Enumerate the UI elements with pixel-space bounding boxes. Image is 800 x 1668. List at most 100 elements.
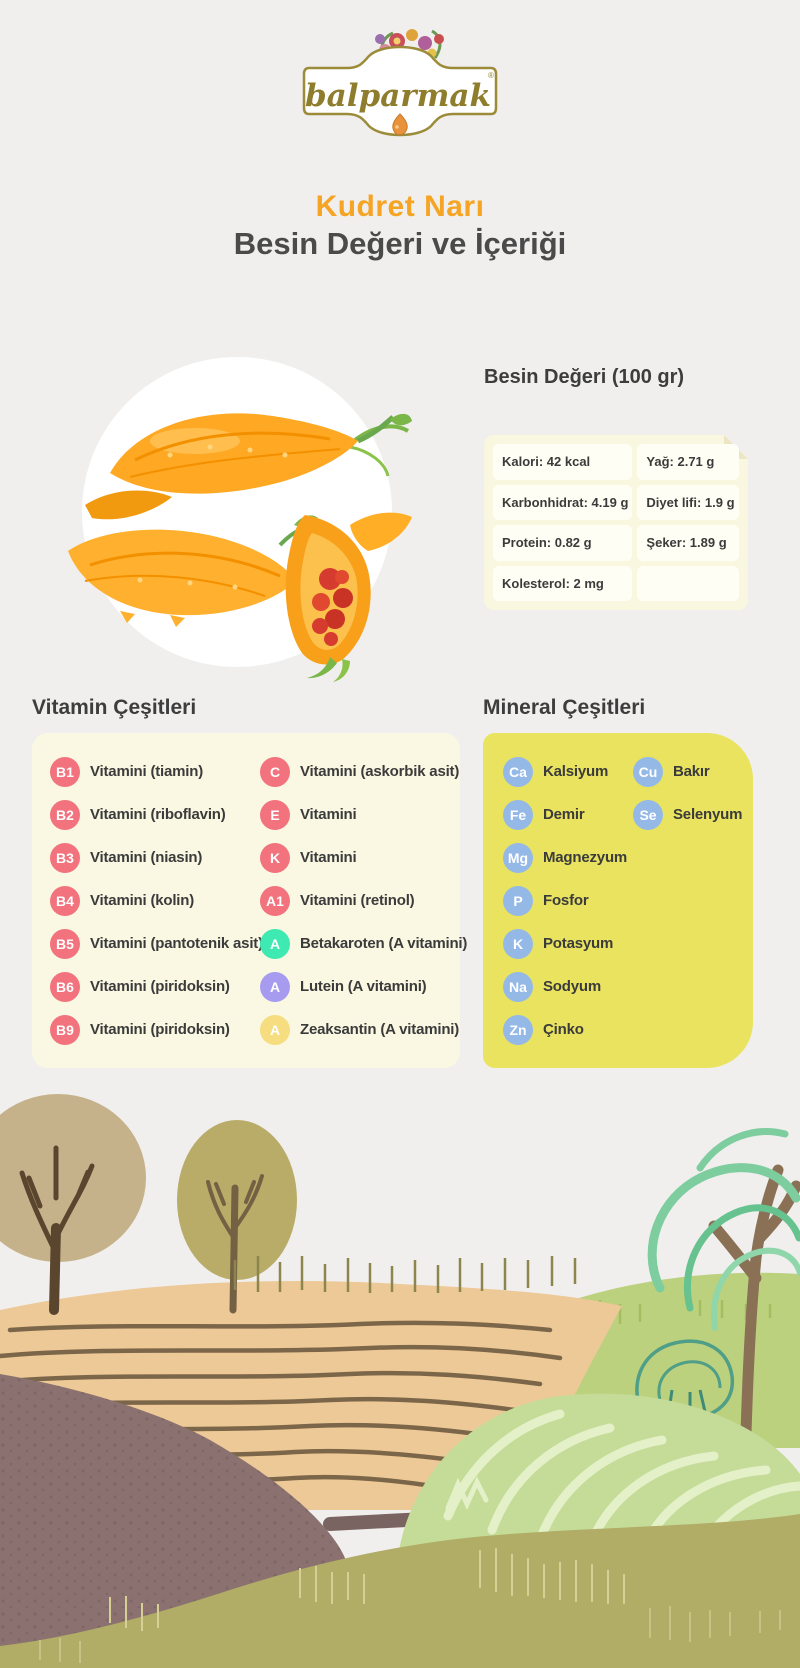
mineral-list-item: Cu Bakır [633, 750, 742, 793]
minerals-column-left: Ca Kalsiyum Fe Demir Mg Magnezyum P Fosf… [503, 750, 627, 1051]
vitamin-list-item: A Betakaroten (A vitamini) [260, 922, 467, 965]
mineral-list-item: Zn Çinko [503, 1008, 627, 1051]
vitamin-label: Betakaroten (A vitamini) [300, 935, 468, 952]
vitamin-list-item: B2 Vitamini (riboflavin) [50, 793, 263, 836]
vitamin-list-item: A Zeaksantin (A vitamini) [260, 1008, 467, 1051]
vitamin-badge: A [260, 928, 290, 959]
vitamin-badge: B9 [50, 1014, 80, 1045]
mineral-badge: K [503, 928, 533, 959]
vitamin-badge: B6 [50, 971, 80, 1002]
vitamin-label: Vitamini (pantotenik asit) [90, 935, 263, 952]
mineral-list-item: Fe Demir [503, 793, 627, 836]
tan-tree [0, 1094, 146, 1315]
vitamin-badge: B2 [50, 799, 80, 830]
mineral-list-item: K Potasyum [503, 922, 627, 965]
mineral-label: Fosfor [543, 892, 589, 909]
vitamin-label: Vitamini (retinol) [300, 892, 415, 909]
page-title: Kudret Narı [315, 190, 485, 223]
mineral-label: Çinko [543, 1021, 584, 1038]
nutrition-fact-cell: Kolesterol: 2 mg [493, 565, 633, 601]
vitamin-badge: E [260, 799, 290, 830]
mineral-list-item: Na Sodyum [503, 965, 627, 1008]
vitamin-badge: A [260, 971, 290, 1002]
registered-mark: ® [488, 71, 494, 80]
vitamin-list-item: B3 Vitamini (niasin) [50, 836, 263, 879]
vitamin-badge: C [260, 756, 290, 787]
logo-graphic: balparmak ® [302, 29, 498, 137]
vitamin-label: Vitamini (niasin) [90, 849, 203, 866]
vitamin-list-item: A1 Vitamini (retinol) [260, 879, 467, 922]
vitamins-heading: Vitamin Çeşitleri [32, 696, 197, 719]
vitamin-label: Vitamini [300, 806, 357, 823]
vitamin-list-item: B9 Vitamini (piridoksin) [50, 1008, 263, 1051]
balparmak-logo: balparmak ® [285, 26, 515, 144]
minerals-column-right: Cu Bakır Se Selenyum [633, 750, 742, 836]
vitamin-list-item: K Vitamini [260, 836, 467, 879]
vitamin-list-item: A Lutein (A vitamini) [260, 965, 467, 1008]
farm-landscape-illustration [0, 1094, 800, 1668]
mineral-badge: Ca [503, 756, 533, 787]
mineral-badge: Fe [503, 799, 533, 830]
nutrition-fact-cell: Kalori: 42 kcal [493, 444, 633, 480]
mineral-label: Demir [543, 806, 585, 823]
grass-meadow [0, 1514, 800, 1668]
mineral-badge: Se [633, 799, 663, 830]
vitamin-list-item: B4 Vitamini (kolin) [50, 879, 263, 922]
vitamins-column-right: C Vitamini (askorbik asit) E Vitamini K … [260, 750, 467, 1051]
bitter-melon-fruits-photo [68, 357, 412, 682]
grass-tufts [233, 1256, 577, 1293]
nutrition-fact-cell: Diyet lifi: 1.9 g [637, 484, 739, 520]
nutrition-fact-cell [637, 565, 739, 601]
vitamin-list-item: B5 Vitamini (pantotenik asit) [50, 922, 263, 965]
vitamin-label: Zeaksantin (A vitamini) [300, 1021, 460, 1038]
nutrition-fact-cell: Karbonhidrat: 4.19 g [493, 484, 633, 520]
vitamin-list-item: C Vitamini (askorbik asit) [260, 750, 467, 793]
vitamin-label: Lutein (A vitamini) [300, 978, 427, 995]
vitamin-label: Vitamini (piridoksin) [90, 1021, 230, 1038]
nutrition-panel: Kalori: 42 kcal Yağ: 2.71 g Karbonhidrat… [484, 435, 748, 610]
nutrition-facts-grid: Kalori: 42 kcal Yağ: 2.71 g Karbonhidrat… [493, 444, 739, 601]
mineral-label: Sodyum [543, 978, 601, 995]
mineral-label: Potasyum [543, 935, 614, 952]
vitamin-label: Vitamini (tiamin) [90, 763, 204, 780]
vitamin-label: Vitamini (piridoksin) [90, 978, 230, 995]
nutrition-fact-cell: Protein: 0.82 g [493, 525, 633, 561]
mineral-label: Selenyum [673, 806, 743, 823]
mineral-badge: P [503, 885, 533, 916]
vitamin-badge: B1 [50, 756, 80, 787]
minerals-heading: Mineral Çeşitleri [483, 696, 646, 719]
vitamin-label: Vitamini (kolin) [90, 892, 195, 909]
mineral-label: Kalsiyum [543, 763, 609, 780]
red-seeds [312, 568, 353, 646]
nutrition-heading: Besin Değeri (100 gr) [484, 366, 685, 388]
green-tree [647, 1128, 800, 1476]
vitamin-badge: B5 [50, 928, 80, 959]
mineral-badge: Mg [503, 842, 533, 873]
nutrition-fact-cell: Şeker: 1.89 g [637, 525, 739, 561]
nutrition-fact-cell: Yağ: 2.71 g [637, 444, 739, 480]
minerals-panel: Ca Kalsiyum Fe Demir Mg Magnezyum P Fosf… [483, 733, 753, 1068]
mineral-label: Magnezyum [543, 849, 628, 866]
mineral-list-item: Se Selenyum [633, 793, 742, 836]
mineral-list-item: Ca Kalsiyum [503, 750, 627, 793]
vitamin-badge: B3 [50, 842, 80, 873]
olive-tree [177, 1120, 297, 1314]
page-subtitle: Besin Değeri ve İçeriği [233, 226, 567, 261]
vitamin-badge: B4 [50, 885, 80, 916]
vitamin-badge: A1 [260, 885, 290, 916]
vitamins-column-left: B1 Vitamini (tiamin) B2 Vitamini (ribofl… [50, 750, 263, 1051]
brand-name: balparmak [305, 78, 491, 114]
vitamin-list-item: B1 Vitamini (tiamin) [50, 750, 263, 793]
vitamin-label: Vitamini (askorbik asit) [300, 763, 460, 780]
vitamin-label: Vitamini (riboflavin) [90, 806, 226, 823]
vitamin-badge: A [260, 1014, 290, 1045]
vitamin-label: Vitamini [300, 849, 357, 866]
vitamin-list-item: B6 Vitamini (piridoksin) [50, 965, 263, 1008]
mineral-badge: Na [503, 971, 533, 1002]
vitamin-badge: K [260, 842, 290, 873]
vitamin-list-item: E Vitamini [260, 793, 467, 836]
mineral-list-item: P Fosfor [503, 879, 627, 922]
vitamins-panel: B1 Vitamini (tiamin) B2 Vitamini (ribofl… [32, 733, 467, 1068]
mineral-badge: Cu [633, 756, 663, 787]
honey-drop-icon [392, 113, 408, 136]
